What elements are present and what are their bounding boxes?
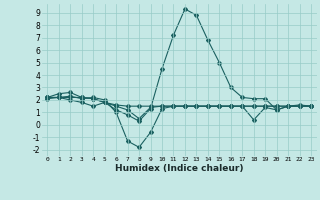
X-axis label: Humidex (Indice chaleur): Humidex (Indice chaleur) bbox=[115, 164, 244, 173]
